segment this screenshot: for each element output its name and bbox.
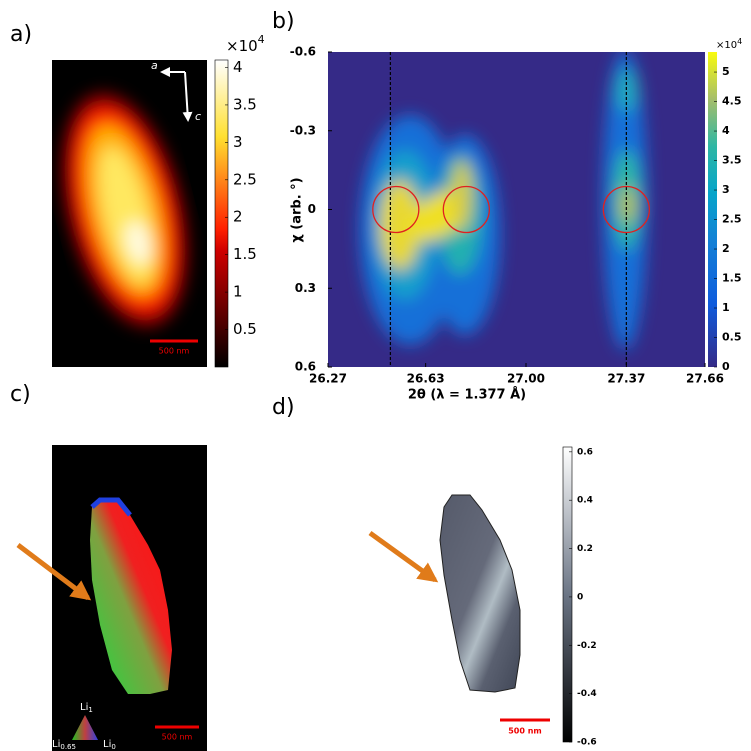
scale-bar-label: 500 nm	[162, 733, 193, 742]
scale-bar-label: 500 nm	[508, 727, 542, 736]
colorbar-tick-label: 4	[233, 58, 243, 76]
colorbar-tick-label: 1.5	[722, 272, 742, 285]
x-tick-label: 27.66	[686, 372, 724, 386]
colorbar-tick-label: 0	[722, 360, 730, 373]
scale-bar-label: 500 nm	[159, 347, 190, 356]
legend-label: Li1	[80, 702, 93, 714]
multiplier-base: ×10	[226, 37, 258, 55]
colorbar-multiplier: ×104	[226, 33, 265, 55]
legend-base: Li	[103, 739, 111, 750]
colorbar-tick-label: 2	[233, 208, 243, 226]
x-tick-label: 26.63	[407, 372, 445, 386]
x-tick-label: 26.27	[309, 372, 347, 386]
colorbar-multiplier: ×104	[716, 37, 742, 52]
colorbar-tick-label: 0.2	[577, 544, 593, 554]
colorbar-tick-label: -0.6	[577, 738, 597, 748]
colorbar-tick-label: 2	[722, 242, 730, 255]
intensity-image	[52, 60, 207, 367]
axis-label: a	[151, 59, 158, 72]
x-axis-label: 2θ (λ = 1.377 Å)	[408, 387, 526, 403]
x-tick-label: 27.37	[607, 372, 645, 386]
peak-circle	[442, 185, 490, 234]
phase-map	[90, 500, 172, 694]
phase-edge	[90, 497, 132, 517]
y-tick-label: 0	[308, 202, 316, 216]
colorbar	[562, 446, 573, 743]
colorbar-tick-label: 2.5	[233, 170, 257, 188]
arrow	[368, 530, 439, 583]
legend-sub: 1	[88, 706, 92, 714]
colorbar-tick-label: 3	[233, 133, 243, 151]
multiplier-exponent: 4	[258, 33, 265, 46]
y-tick-label: -0.6	[290, 45, 316, 59]
y-tick-label: -0.3	[290, 123, 316, 137]
colorbar-tick-label: 3.5	[233, 95, 257, 113]
peak-circle	[372, 185, 420, 234]
y-tick-label: 0.3	[295, 281, 316, 295]
colorbar-tick-label: 4	[722, 124, 730, 137]
diffraction-map	[328, 52, 705, 367]
colorbar-tick-label: 0	[577, 592, 583, 602]
colorbar-tick-label: 1	[233, 283, 243, 301]
legend-sub: 0	[111, 743, 115, 751]
panel-label: d)	[272, 395, 295, 420]
y-axis-label: χ (arb. °)	[290, 177, 305, 242]
colorbar-tick-label: 2.5	[722, 213, 742, 226]
colorbar-tick-label: 4.5	[722, 95, 742, 108]
multiplier-exponent: 4	[737, 37, 742, 46]
legend-triangle	[72, 715, 98, 740]
colorbar	[214, 59, 229, 368]
legend-base: Li	[52, 739, 60, 750]
multiplier-base: ×10	[716, 40, 737, 51]
axis-arrow	[182, 71, 193, 122]
legend-sub: 0.65	[60, 743, 76, 751]
panel-label: b)	[272, 9, 295, 34]
arrow	[16, 543, 92, 601]
colorbar-tick-label: 5	[722, 65, 730, 78]
peak-circle	[602, 185, 650, 234]
axis-label: c	[195, 110, 201, 123]
colorbar-tick-label: -0.2	[577, 641, 597, 651]
colorbar	[708, 52, 717, 367]
legend-base: Li	[80, 702, 88, 713]
colorbar-tick-label: 1.5	[233, 245, 257, 263]
x-tick-label: 27.00	[507, 372, 545, 386]
legend-label: Li0	[103, 739, 116, 751]
panel-label: c)	[10, 382, 31, 407]
colorbar-tick-label: 0.6	[577, 447, 593, 457]
colorbar-tick-label: 0.5	[233, 320, 257, 338]
colorbar-tick-label: -0.4	[577, 689, 597, 699]
strain-map	[439, 494, 521, 693]
colorbar-tick-label: 0.4	[577, 496, 593, 506]
colorbar-tick-label: 1	[722, 301, 730, 314]
panel-label: a)	[10, 22, 32, 47]
colorbar-tick-label: 3.5	[722, 154, 742, 167]
y-tick-label: 0.6	[295, 360, 316, 374]
colorbar-tick-label: 3	[722, 183, 730, 196]
legend-label: Li0.65	[52, 739, 76, 751]
colorbar-tick-label: 0.5	[722, 331, 742, 344]
